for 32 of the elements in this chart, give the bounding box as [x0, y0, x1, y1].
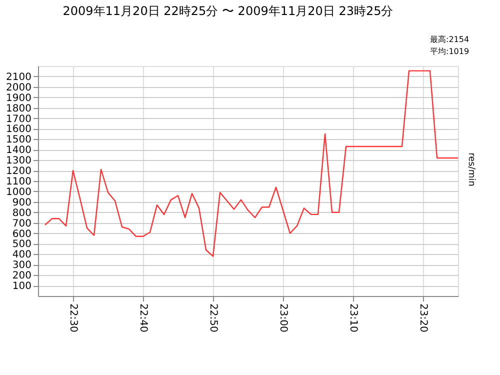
y-axis-title: res/min	[466, 152, 476, 186]
y-tick-label: 1900	[6, 92, 32, 104]
y-tick-label: 1500	[6, 134, 32, 146]
text: 最高:2154	[430, 35, 470, 44]
y-tick-label: 600	[12, 228, 32, 240]
y-tick-label: 300	[12, 260, 32, 272]
x-tick-label: 23:10	[348, 304, 358, 332]
y-tick-label: 100	[12, 281, 32, 292]
y-tick-label: 900	[12, 197, 32, 208]
y-tick-label: 800	[12, 208, 32, 219]
y-tick-label: 1300	[6, 156, 32, 167]
x-tick-label: 23:20	[417, 304, 428, 332]
line-series	[44, 70, 459, 257]
x-tick-label: 22:30	[67, 304, 78, 332]
y-tick-label: 700	[12, 218, 32, 230]
x-tick-label: 22:40	[138, 304, 148, 332]
y-tick-label: 400	[12, 250, 32, 261]
text: 平均:1019	[430, 47, 470, 56]
y-tick-label: 1800	[6, 103, 32, 114]
y-tick-label: 1200	[6, 166, 32, 178]
x-tick-label: 22:50	[207, 304, 218, 332]
y-tick-label: 1700	[6, 114, 32, 125]
chart-title: 2009年11月20日 22時25分 〜 2009年11月20日 23時25分	[62, 4, 394, 18]
y-tick-label: 1400	[6, 145, 32, 156]
y-tick-label: 1600	[6, 124, 32, 136]
y-tick-label: 1000	[6, 186, 32, 198]
y-tick-label: 200	[12, 270, 32, 282]
y-tick-label: 2100	[6, 72, 32, 83]
y-tick-label: 500	[12, 239, 32, 250]
y-tick-label: 1100	[6, 176, 32, 188]
x-tick-label: 23:00	[277, 304, 288, 332]
y-tick-label: 2000	[6, 82, 32, 94]
